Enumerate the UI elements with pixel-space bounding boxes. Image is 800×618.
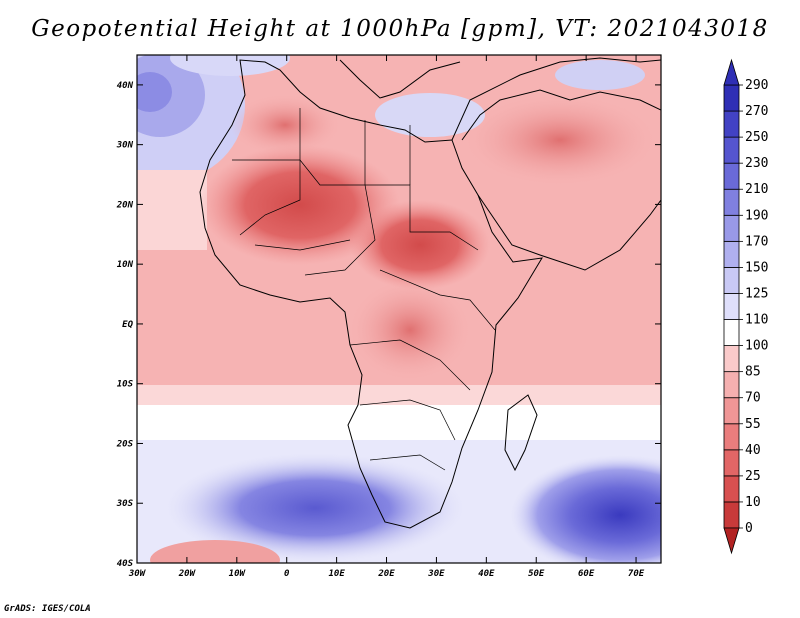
colorbar-min-arrow: [723, 527, 740, 555]
lat-label: 10S: [117, 380, 134, 390]
lon-label: 10W: [229, 569, 247, 579]
colorbar-swatch: [723, 214, 740, 242]
coastlines: [199, 57, 661, 529]
lat-label: 30S: [116, 499, 134, 509]
colorbar-swatch: [723, 188, 740, 216]
height-field: [137, 55, 661, 563]
colorbar-swatch: [723, 267, 740, 294]
lat-label: 10N: [117, 260, 134, 270]
map-title: Geopotential Height at 1000hPa [gpm], VT…: [31, 16, 769, 42]
colorbar-label: 230: [745, 156, 768, 171]
colorbar-label: 270: [745, 104, 768, 119]
lat-label: 40N: [117, 81, 134, 91]
colorbar-swatch: [723, 449, 740, 477]
lon-label: 40E: [478, 569, 495, 579]
colorbar-label: 170: [745, 234, 768, 249]
credit-text: GrADS: IGES/COLA: [4, 604, 91, 614]
lon-label: 50E: [528, 569, 545, 579]
colorbar-swatch: [723, 345, 740, 373]
colorbar-label: 150: [745, 260, 768, 275]
colorbar-swatch: [723, 136, 740, 164]
colorbar-label: 100: [745, 339, 768, 354]
lon-label: 20W: [178, 569, 197, 579]
colorbar-swatch: [723, 293, 740, 320]
colorbar-swatch: [723, 84, 740, 112]
lon-label: 30W: [128, 569, 147, 579]
lat-label: EQ: [122, 320, 133, 330]
lat-label: 30N: [116, 141, 134, 151]
colorbar-swatch: [723, 423, 740, 451]
colorbar-swatch: [723, 475, 740, 503]
colorbar-label: 110: [745, 313, 768, 328]
colorbar-swatch: [723, 501, 740, 529]
colorbar-label: 10: [745, 495, 761, 510]
lat-label: 20S: [116, 439, 134, 449]
country-borders: [232, 108, 496, 471]
colorbar-label: 25: [745, 469, 761, 484]
colorbar-label: 70: [745, 391, 761, 406]
colorbar-label: 210: [745, 182, 768, 197]
lat-label: 40S: [117, 559, 134, 569]
colorbar-label: 250: [745, 130, 768, 145]
colorbar-swatch: [723, 319, 740, 346]
lat-label: 20N: [116, 200, 134, 210]
lon-label: 0: [284, 569, 290, 579]
plot-frame: [136, 54, 662, 564]
colorbar-swatch: [723, 162, 740, 190]
colorbar-swatch: [723, 397, 740, 425]
lon-label: 70E: [628, 569, 645, 579]
colorbar-label: 0: [745, 521, 753, 536]
colorbar-label: 125: [745, 286, 768, 301]
colorbar-label: 85: [745, 365, 761, 380]
lon-label: 60E: [578, 569, 595, 579]
lon-label: 30E: [427, 569, 445, 579]
colorbar-max-arrow: [723, 58, 740, 86]
colorbar-swatch: [723, 240, 740, 268]
lon-label: 20E: [377, 569, 395, 579]
colorbar-label: 190: [745, 208, 768, 223]
lon-label: 10E: [328, 569, 345, 579]
colorbar-swatch: [723, 371, 740, 399]
colorbar-label: 290: [745, 78, 768, 93]
colorbar: 0 10 25 40 55 70 85 100 110 125 150 170 190 210 230 250…: [723, 58, 768, 555]
colorbar-swatch: [723, 110, 740, 138]
colorbar-label: 55: [745, 417, 761, 432]
colorbar-label: 40: [745, 443, 761, 458]
axis-ticks: 30W 20W 10W 0 10E 20E 30E 40E 50E 60E 70E 40S 30S 20S…: [116, 55, 661, 579]
